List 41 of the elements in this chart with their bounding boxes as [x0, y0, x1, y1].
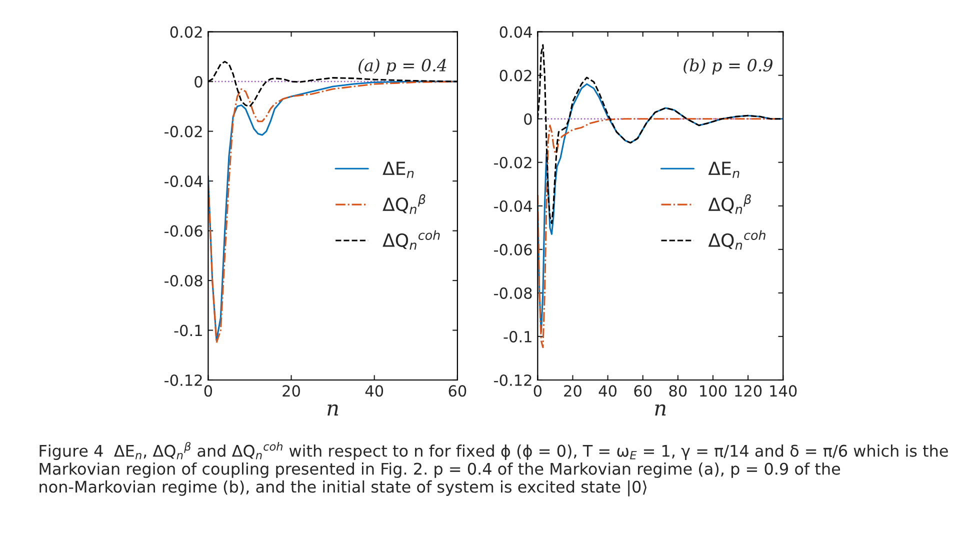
y-tick-label: 0.04	[500, 26, 532, 38]
x-tick-label: 60	[634, 385, 652, 397]
x-tick-label: 20	[564, 385, 582, 397]
x-tick-label: 20	[282, 385, 300, 397]
x-tick-label: 40	[598, 385, 616, 397]
y-tick-label: 0	[194, 76, 202, 88]
y-tick-label: 0.02	[170, 26, 202, 38]
y-tick-label: -0.08	[494, 287, 532, 299]
y-tick-label: -0.12	[164, 374, 202, 386]
y-tick-label: -0.12	[494, 374, 532, 386]
legend-label: ΔQ$_{n}$$^{β}$	[708, 194, 751, 214]
x-tick-label: 140	[770, 385, 797, 397]
x-axis-title: n	[328, 404, 338, 416]
y-tick-label: 0.02	[500, 70, 532, 82]
x-tick-label: 120	[735, 385, 762, 397]
y-tick-label: -0.06	[494, 244, 532, 256]
x-tick-label: 60	[448, 385, 466, 397]
x-tick-label: 0	[204, 385, 212, 397]
y-tick-label: -0.08	[164, 274, 202, 287]
y-tick-label: -0.02	[494, 156, 532, 168]
annotation: (b) p = 0.9	[684, 58, 772, 75]
legend-label: ΔE$_{n}$	[708, 162, 740, 178]
line-series	[538, 118, 784, 348]
legend-label: ΔE$_{n}$	[382, 162, 414, 178]
x-tick-label: 40	[365, 385, 384, 397]
y-tick-label: -0.1	[174, 324, 202, 336]
y-tick-label: -0.06	[164, 225, 202, 237]
x-axis-title: n	[655, 404, 666, 416]
text: Figure 4 ΔE$_{n}$, ΔQ$_{n}$$^{β}$ and ΔQ$_{n}$$^{coh}$ with respect to n for fixed ϕ (ϕ = 0), T = ω$_{E}$ = 1, γ = π/14 and δ = π/6 which is the Markovian region of coupling presented in Fig. 2. p = 0.4 of the Markovian regime (a), p = 0.9 of the non-Markovian regime (b), and the initial state of system is excited state |0⟩	[40, 442, 948, 496]
x-tick-label: 100	[700, 385, 727, 397]
y-tick-label: 0	[524, 113, 532, 125]
y-tick-label: -0.04	[494, 200, 532, 212]
y-tick-label: -0.1	[504, 330, 532, 342]
legend-label: ΔQ$_{n}$$^{β}$	[382, 194, 426, 214]
annotation: (a) p = 0.4	[358, 58, 446, 75]
legend-label: ΔQ$_{n}$$^{coh}$	[708, 230, 766, 250]
x-tick-label: 0	[534, 385, 542, 397]
legend-label: ΔQ$_{n}$$^{coh}$	[382, 230, 440, 250]
y-tick-label: -0.02	[164, 126, 202, 138]
x-tick-label: 80	[669, 385, 687, 397]
y-tick-label: -0.04	[164, 175, 202, 188]
